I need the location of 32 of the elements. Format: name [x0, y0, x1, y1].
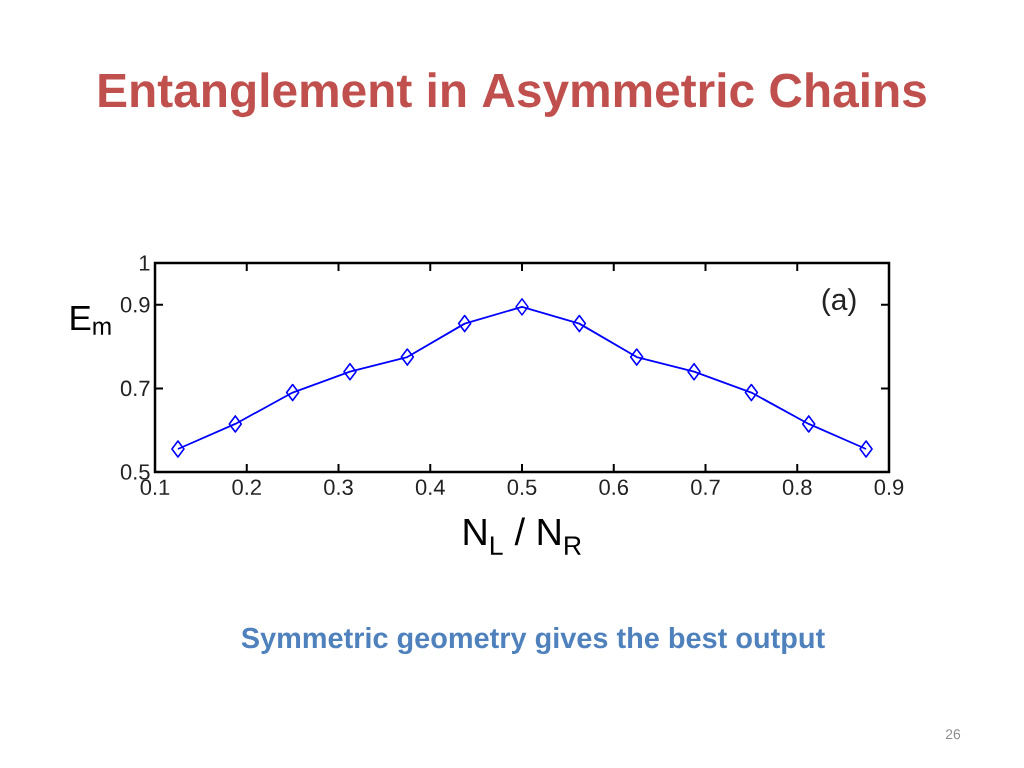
- x-tick-label: 0.8: [782, 479, 812, 496]
- point: [801, 415, 816, 433]
- annotation: (a): [822, 288, 856, 316]
- y-tick-label: 0.5: [120, 464, 150, 480]
- x-tick-label: 0.3: [324, 479, 353, 496]
- point: [572, 314, 587, 333]
- y-tick-label: 0.7: [120, 380, 150, 397]
- x-tick-label: 0.5: [507, 479, 537, 496]
- text: Symmetric geometry gives the best output: [241, 627, 825, 655]
- point: [457, 314, 472, 333]
- point: [343, 362, 357, 381]
- x-tick-label: 0.6: [599, 479, 629, 496]
- point: [171, 440, 185, 458]
- x-tick-label: 0.4: [415, 479, 445, 496]
- x-axis-title: N$_{L}$ / N$_{R}$: [464, 517, 581, 555]
- chart-title: Entanglement in Asymmetric Chains: [99, 72, 926, 118]
- point: [285, 383, 300, 402]
- x-tick-label: 0.2: [232, 479, 261, 496]
- point: [515, 298, 529, 316]
- x-tick-label: 0.1: [140, 479, 170, 496]
- x-tick-label: 0.7: [691, 479, 720, 496]
- y-axis-title: E$_{m}$: [71, 306, 111, 335]
- point: [228, 415, 243, 433]
- point: [629, 348, 644, 366]
- point: [859, 440, 873, 458]
- y-tick-label: 0.9: [120, 297, 150, 313]
- y-tick-label: 1: [139, 255, 150, 271]
- point: [400, 348, 415, 366]
- point: [687, 362, 701, 381]
- point: [744, 383, 759, 402]
- text: 26: [945, 729, 961, 740]
- x-tick-label: 0.9: [874, 479, 904, 496]
